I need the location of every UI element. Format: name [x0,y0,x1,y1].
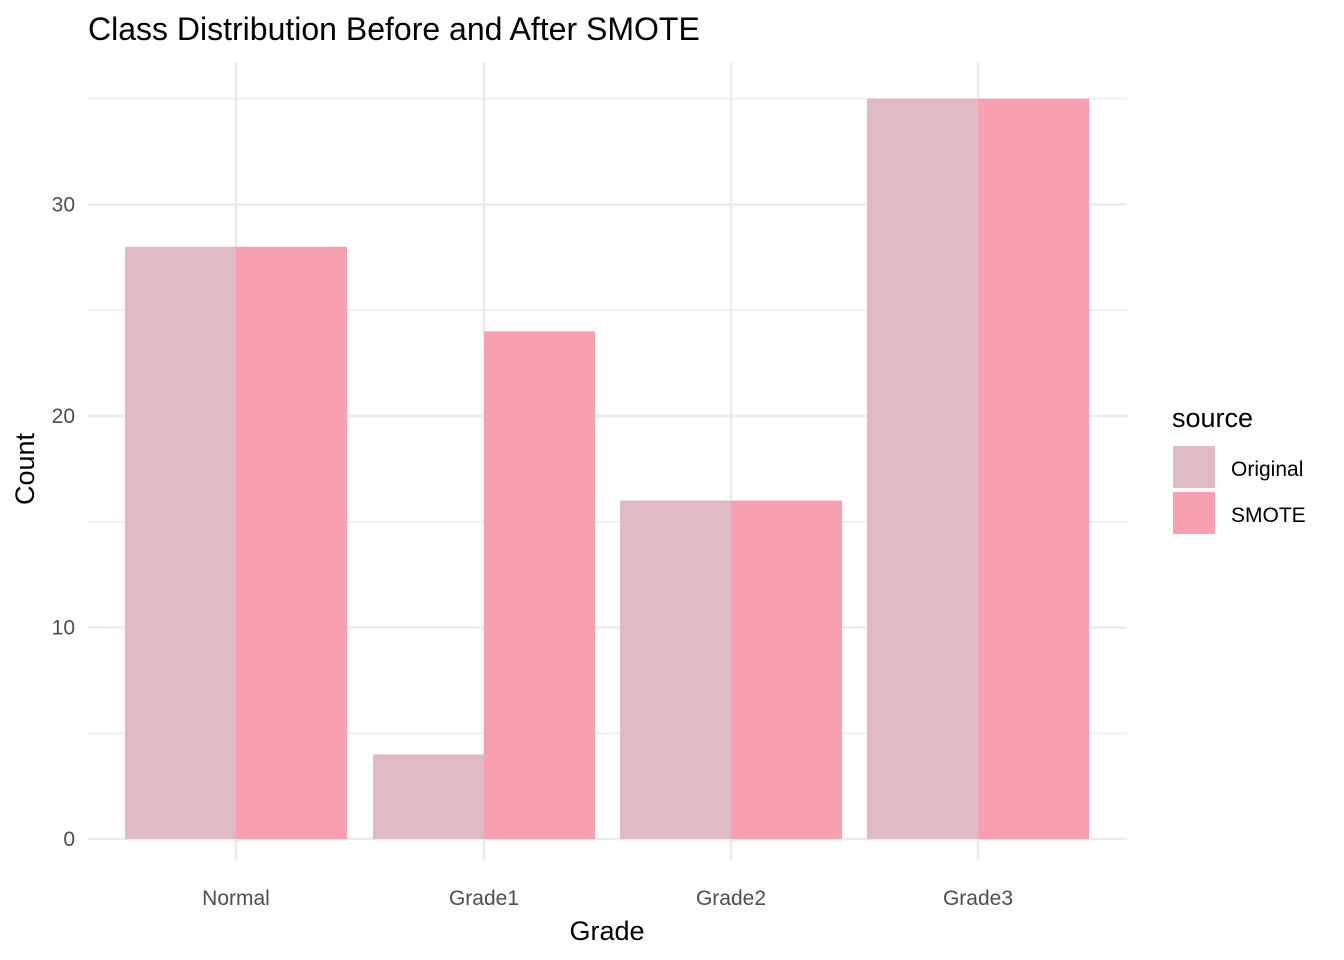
bars [125,98,1089,840]
bar-smote-grade2 [731,500,842,839]
bar-smote-grade3 [978,98,1089,839]
bar-original-normal [125,246,236,840]
legend-label-smote: SMOTE [1231,504,1306,527]
legend-key-smote [1173,492,1215,534]
y-tick-label: 30 [52,194,75,217]
legend-key-original [1173,446,1215,488]
bar-smote-grade1 [484,331,595,839]
legend: source Original SMOTE [1172,403,1306,534]
y-tick-label: 0 [63,828,75,851]
y-axis-title: Count [10,432,40,505]
legend-title: source [1172,403,1253,433]
y-tick-labels: 0 10 20 30 [52,194,75,852]
x-axis-title: Grade [569,916,644,946]
bar-original-grade3 [867,98,978,839]
bar-original-grade1 [373,754,484,839]
y-tick-label: 10 [52,617,75,640]
bar-original-grade2 [620,500,731,839]
x-tick-label: Grade1 [449,887,519,910]
bar-smote-normal [236,246,347,840]
legend-label-original: Original [1231,458,1303,481]
chart-title: Class Distribution Before and After SMOT… [88,11,700,47]
x-tick-label: Grade2 [696,887,766,910]
x-tick-label: Grade3 [943,887,1013,910]
x-tick-labels: Normal Grade1 Grade2 Grade3 [202,887,1013,910]
y-tick-label: 20 [52,405,75,428]
x-tick-label: Normal [202,887,270,910]
